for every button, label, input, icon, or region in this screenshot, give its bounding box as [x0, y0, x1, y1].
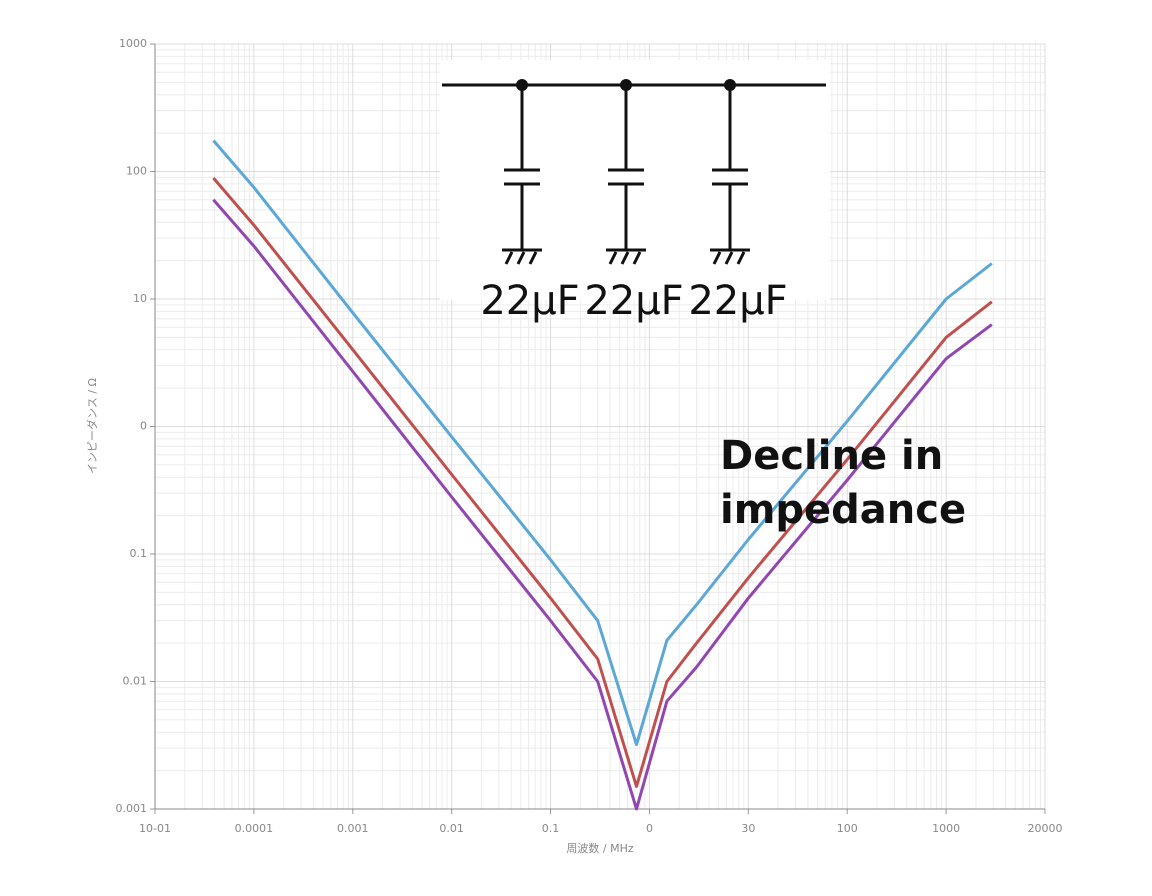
capacitor-label: 22µF — [688, 278, 787, 324]
x-tick-label: 0.1 — [542, 822, 560, 835]
capacitor-label: 22µF — [480, 278, 579, 324]
capacitor-label: 22µF — [584, 278, 683, 324]
series-line — [212, 198, 993, 811]
circuit-diagram: 22µF 22µF 22µF — [442, 79, 826, 324]
annotation: impedance — [720, 487, 966, 533]
y-tick-label: 0.01 — [123, 675, 148, 688]
x-tick-label: 10-01 — [139, 822, 171, 835]
annotation: Decline in — [720, 433, 943, 479]
x-tick-label: 100 — [837, 822, 858, 835]
series-line — [212, 139, 993, 747]
wire — [606, 85, 646, 265]
x-tick-label: 0.0001 — [235, 822, 274, 835]
y-axis-label: インピーダンス / Ω — [85, 378, 99, 474]
y-tick-label: 100 — [126, 165, 147, 178]
x-tick-label: 30 — [741, 822, 755, 835]
x-tick-label: 0 — [646, 822, 653, 835]
x-tick-label: 20000 — [1028, 822, 1063, 835]
y-tick-label: 10 — [133, 292, 147, 305]
x-tick-label: 0.01 — [439, 822, 464, 835]
y-tick-label: 1000 — [119, 37, 147, 50]
series-line — [212, 177, 993, 788]
wire — [502, 85, 542, 265]
y-tick-label: 0.001 — [116, 802, 148, 815]
wire — [710, 85, 750, 265]
x-tick-label: 0.001 — [337, 822, 369, 835]
x-axis-label: 周波数 / MHz — [566, 842, 633, 855]
x-tick-label: 1000 — [932, 822, 960, 835]
y-tick-label: 0.1 — [130, 547, 148, 560]
y-tick-label: 0 — [140, 420, 147, 433]
